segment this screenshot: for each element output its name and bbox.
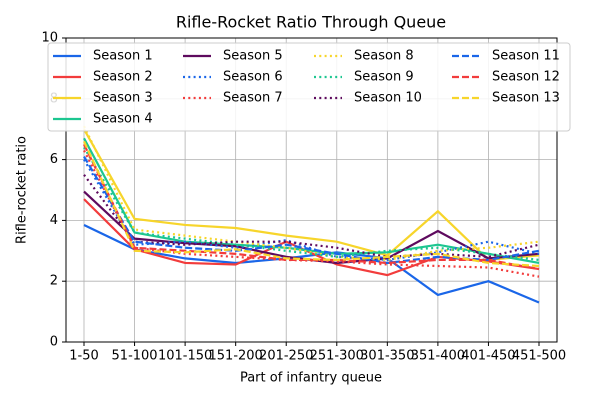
x-tick-label: 101-150 xyxy=(158,349,212,364)
legend-label: Season 6 xyxy=(223,70,283,85)
series-line xyxy=(83,146,540,262)
x-tick-label: 51-100 xyxy=(112,349,158,364)
x-tick-label: 151-200 xyxy=(209,349,263,364)
y-tick-label: 0 xyxy=(50,335,58,350)
series-line xyxy=(83,140,540,268)
x-tick-label: 401-450 xyxy=(461,349,515,364)
x-tick-label: 251-300 xyxy=(310,349,364,364)
y-tick-label: 4 xyxy=(50,213,58,228)
legend-label: Season 7 xyxy=(223,91,283,106)
legend-label: Season 13 xyxy=(492,91,560,106)
legend-label: Season 11 xyxy=(492,49,560,64)
y-tick-label: 10 xyxy=(41,31,58,46)
y-tick-label: 2 xyxy=(50,274,58,289)
legend-label: Season 4 xyxy=(93,112,153,127)
x-axis-label: Part of infantry queue xyxy=(240,371,382,386)
x-tick-label: 1-50 xyxy=(69,349,99,364)
series-line xyxy=(83,125,540,262)
legend-label: Season 10 xyxy=(354,91,422,106)
x-tick-label: 451-500 xyxy=(512,349,566,364)
legend-label: Season 5 xyxy=(223,49,283,64)
series-line xyxy=(83,223,540,304)
legend-label: Season 12 xyxy=(492,70,560,85)
y-tick-label: 6 xyxy=(50,152,58,167)
legend-label: Season 9 xyxy=(354,70,414,85)
series-line xyxy=(83,174,540,258)
series-line xyxy=(83,128,540,262)
x-tick-label: 351-400 xyxy=(411,349,465,364)
plot-frame xyxy=(65,37,558,343)
chart-title: Rifle-Rocket Ratio Through Queue xyxy=(176,13,446,32)
x-tick-label: 301-350 xyxy=(360,349,414,364)
legend-label: Season 1 xyxy=(93,49,153,64)
series-line xyxy=(83,143,540,271)
y-axis-label: Rifle-rocket ratio xyxy=(15,136,30,244)
legend-box xyxy=(47,42,571,132)
legend-label: Season 2 xyxy=(93,70,153,85)
legend-label: Season 3 xyxy=(93,91,153,106)
legend-label: Season 8 xyxy=(354,49,414,64)
x-tick-label: 201-250 xyxy=(259,349,313,364)
